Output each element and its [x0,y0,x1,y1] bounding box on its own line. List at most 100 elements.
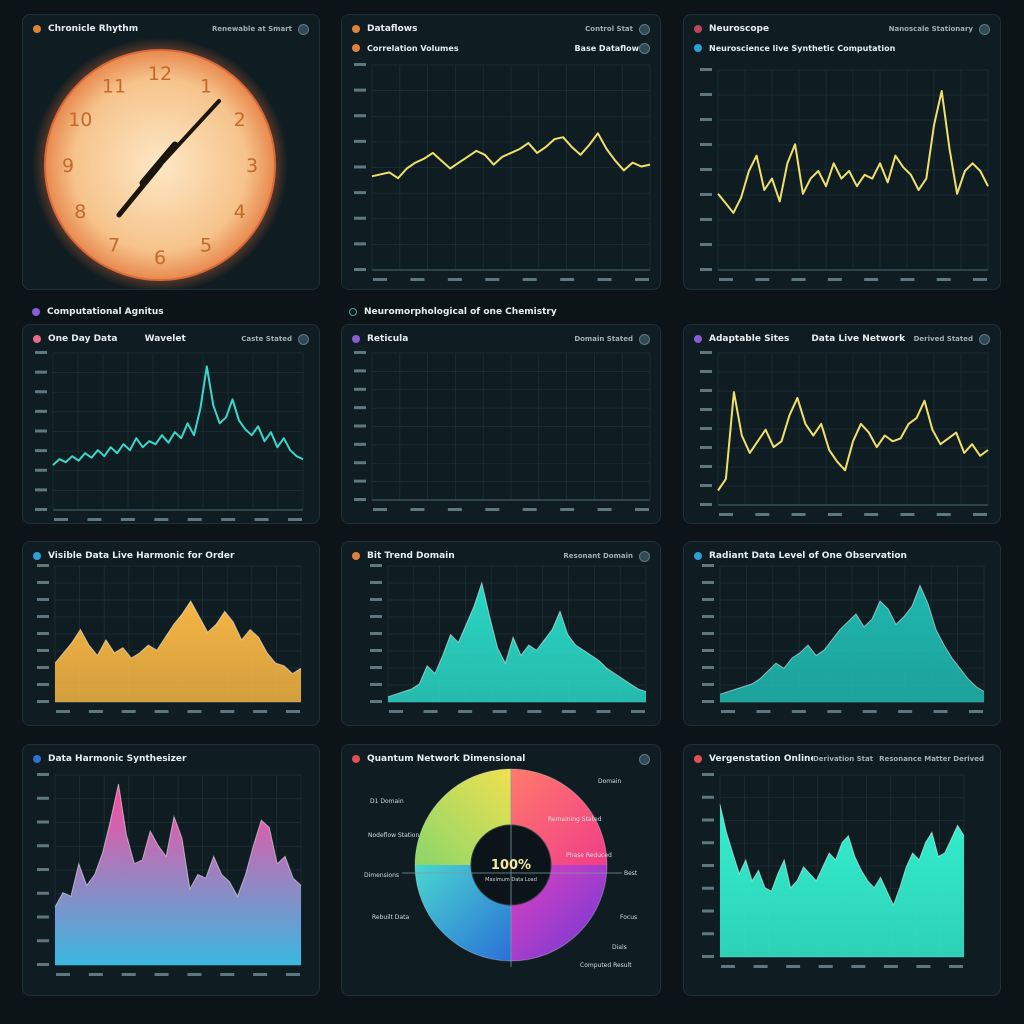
auto-header: Adaptable Sites Data Live Network Derive… [694,331,991,347]
clock-panel-header: Chronicle Rhythm Renewable at Smart [33,21,309,37]
panel-title: One Day Data [48,334,118,344]
x-tick-label [485,278,500,281]
y-tick-label [702,683,714,686]
donut-slice-2 [415,769,511,865]
area-outline [387,580,647,698]
settings-icon[interactable] [639,23,650,35]
x-tick-label [154,710,169,713]
y-tick-label [354,88,366,92]
x-tick-label [851,965,866,968]
x-tick-label [898,710,913,713]
area-series [720,585,984,702]
clock-numeral: 1 [200,75,212,97]
teal-area2-panel: Radiant Data Level of One Observation [683,541,1001,726]
y-tick-label [354,351,366,354]
x-tick-label [389,710,403,713]
y-tick-label [354,406,366,410]
wave-chart [35,351,304,521]
status-dot-icon [352,335,360,343]
y-tick-label [354,139,366,143]
donut-label-left-3: Dimensions [364,872,399,879]
y-tick-label [37,666,49,669]
x-tick-label [596,710,611,713]
y-tick-label [354,268,366,271]
settings-icon[interactable] [639,550,650,562]
panel-title: Neuroscope [709,24,770,34]
settings-icon[interactable] [979,333,991,345]
x-tick-label [121,710,136,713]
x-tick-label [560,278,575,281]
y-tick-label [354,387,366,391]
donut-label-right-6: Dials [612,944,627,951]
x-tick-label [973,513,987,516]
panel-meta: Domain Stated [574,335,633,343]
donut-panel: Quantum Network Dimensional 100% Maximum… [341,744,661,996]
x-tick-label [936,513,951,516]
y-tick-label [35,488,47,492]
area-outline [54,783,302,908]
y-tick-label [700,370,712,373]
y-tick-label [354,216,366,220]
y-tick-label [700,427,712,430]
y-tick-label [700,193,712,196]
y-tick-label [702,615,714,618]
area-outline [719,804,965,907]
y-tick-label [700,503,712,506]
x-tick-label [220,710,235,713]
settings-icon[interactable] [639,753,650,765]
y-tick-label [37,598,49,601]
x-tick-label [969,710,983,713]
status-dot-icon [694,552,702,560]
x-tick-label [862,710,877,713]
panel-meta: Control Stat [585,25,633,33]
settings-icon[interactable] [298,23,309,35]
empty-section-title: Neuromorphological of one Chemistry [349,307,557,317]
chart-meta: Base Dataflow [574,43,639,53]
settings-icon[interactable] [979,23,990,35]
teal-area-panel: Bit Trend Domain Resonant Domain [341,541,661,726]
y-tick-label [700,408,712,411]
x-tick-label [88,973,103,976]
status-dot-icon [352,25,360,33]
clock-second-hand [139,141,179,187]
empty-header: Reticula Domain Stated [352,331,650,347]
x-tick-label [288,518,302,521]
x-tick-label [458,710,473,713]
settings-icon[interactable] [639,42,650,54]
y-tick-label [37,915,49,919]
y-tick-label [354,442,366,446]
x-tick-label [253,973,268,976]
y-tick-label [702,632,714,635]
settings-icon[interactable] [298,333,309,345]
panel-meta-2: Resonance Matter Derived [879,755,984,763]
chart-grid [35,351,304,521]
teal-area-header: Bit Trend Domain Resonant Domain [352,548,650,564]
x-tick-label [522,278,537,281]
y-tick-label [370,598,382,601]
wave-panel: One Day Data Wavelet Caste Stated [22,324,320,524]
y-tick-label [702,818,714,822]
y-tick-label [35,370,47,374]
y-tick-label [37,796,49,800]
x-tick-label [755,278,770,281]
x-tick-label [973,278,987,281]
y-tick-label [370,649,382,652]
y-tick-label [700,351,712,354]
settings-icon[interactable] [639,333,650,345]
line-series [717,391,989,492]
x-tick-label [883,965,898,968]
y-tick-label [700,93,712,96]
panel-title: Bit Trend Domain [367,551,455,561]
x-tick-label [253,710,268,713]
panel-meta: Caste Stated [241,335,292,343]
panel-title: Chronicle Rhythm [48,24,139,34]
clock-numeral: 4 [234,201,246,223]
y-tick-label [35,449,47,453]
x-tick-label [864,278,879,281]
status-dot-icon [33,335,41,343]
y-tick-label [354,369,366,373]
x-tick-label [447,278,462,281]
clock-numeral: 2 [234,109,246,131]
y-tick-label [370,632,382,635]
x-tick-label [286,710,300,713]
